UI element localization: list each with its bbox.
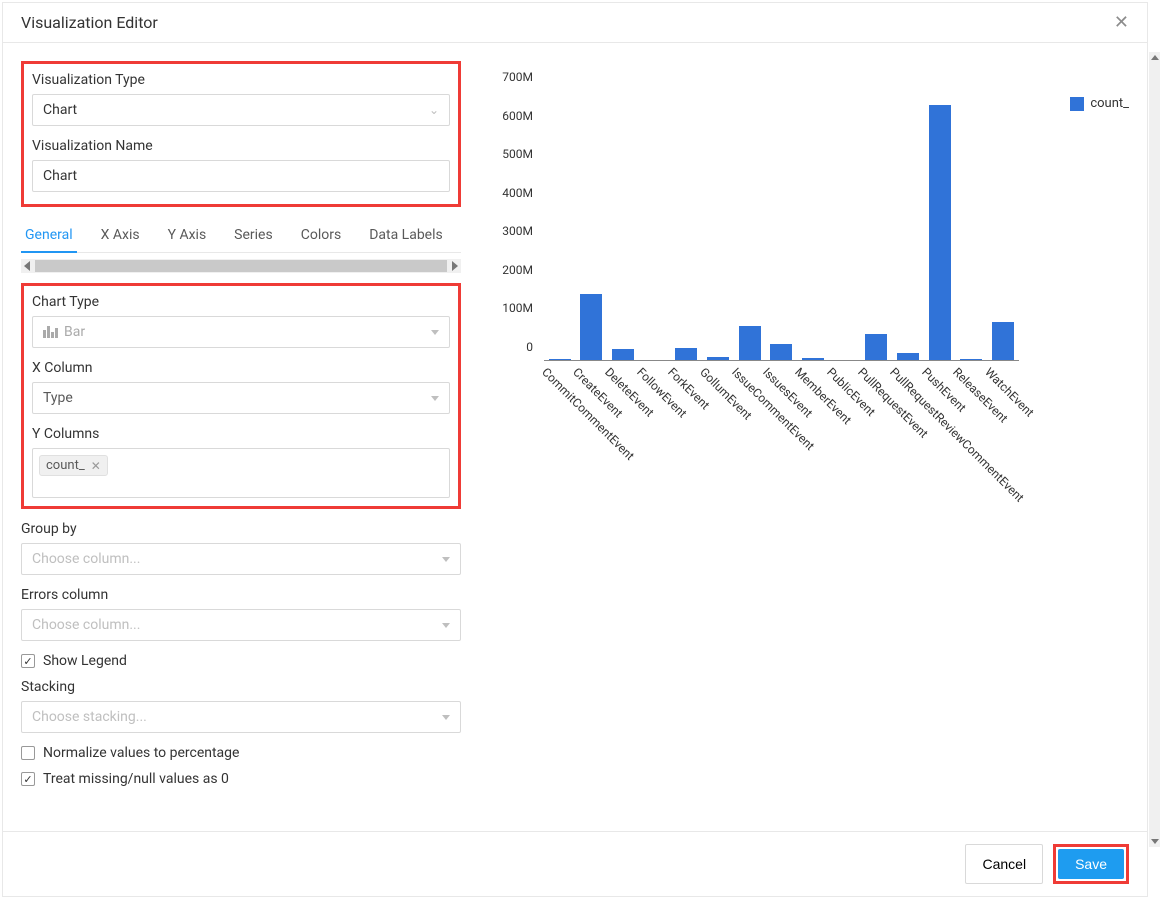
bar[interactable] xyxy=(580,294,602,362)
bar[interactable] xyxy=(929,105,951,362)
viz-type-label: Visualization Type xyxy=(32,72,450,88)
cancel-button[interactable]: Cancel xyxy=(965,844,1043,884)
caret-down-icon xyxy=(431,330,439,335)
y-tick-label: 200M xyxy=(502,263,533,277)
x-tick-label: IssueCommentEvent xyxy=(729,365,754,390)
stacking-label: Stacking xyxy=(21,679,461,695)
treat-null-label: Treat missing/null values as 0 xyxy=(43,771,229,787)
viz-name-input[interactable]: Chart xyxy=(32,160,450,192)
y-tick-label: 600M xyxy=(502,109,533,123)
modal-header: Visualization Editor ✕ xyxy=(3,3,1147,43)
errors-column-label: Errors column xyxy=(21,587,461,603)
x-tick-label: ForkEvent xyxy=(666,365,691,390)
y-tick-label: 700M xyxy=(502,70,533,84)
x-tick-label: PullRequestEvent xyxy=(855,365,880,390)
y-column-tag[interactable]: count_✕ xyxy=(39,455,108,476)
errors-column-select[interactable]: Choose column... xyxy=(21,609,461,641)
bar[interactable] xyxy=(992,322,1014,361)
tabs-horizontal-scrollbar[interactable] xyxy=(21,259,461,273)
tab-general[interactable]: General xyxy=(21,219,77,253)
chart-type-value: Bar xyxy=(64,324,85,340)
x-column-label: X Column xyxy=(32,360,450,376)
viz-type-select[interactable]: Chart ⌄ xyxy=(32,94,450,126)
y-tick-label: 300M xyxy=(502,224,533,238)
group-by-select[interactable]: Choose column... xyxy=(21,543,461,575)
tab-series[interactable]: Series xyxy=(230,219,277,252)
x-tick-label: CommitCommentEvent xyxy=(539,365,564,390)
y-columns-input[interactable]: count_✕ xyxy=(32,448,450,498)
bar[interactable] xyxy=(739,326,761,361)
save-button-highlight: Save xyxy=(1053,844,1129,884)
tab-y-axis[interactable]: Y Axis xyxy=(164,219,211,252)
x-column-value: Type xyxy=(43,390,73,406)
chart-area: 0100M200M300M400M500M600M700M xyxy=(491,91,1129,361)
x-tick-label: WatchEvent xyxy=(982,365,1007,390)
editor-tabs: General X Axis Y Axis Series Colors Data Labe… xyxy=(21,219,461,253)
stacking-select[interactable]: Choose stacking... xyxy=(21,701,461,733)
x-tick-label: CreateEvent xyxy=(571,365,596,390)
x-axis-labels: CommitCommentEventCreateEventDeleteEvent… xyxy=(544,365,1019,379)
group-by-label: Group by xyxy=(21,521,461,537)
x-tick-label: GollumEvent xyxy=(697,365,722,390)
chart-type-select[interactable]: Bar xyxy=(32,316,450,348)
tab-x-axis[interactable]: X Axis xyxy=(97,219,144,252)
close-icon[interactable]: ✕ xyxy=(1114,14,1129,32)
y-tick-label: 0 xyxy=(526,340,533,354)
show-legend-label: Show Legend xyxy=(43,653,127,669)
x-tick-label: MemberEvent xyxy=(792,365,817,390)
x-tick-label: FollowEvent xyxy=(634,365,659,390)
x-column-select[interactable]: Type xyxy=(32,382,450,414)
y-axis: 0100M200M300M400M500M600M700M xyxy=(491,91,541,361)
x-tick-label: PublicEvent xyxy=(824,365,849,390)
caret-down-icon xyxy=(442,557,450,562)
bar[interactable] xyxy=(865,334,887,361)
visualization-editor-modal: Visualization Editor ✕ Visualization Typ… xyxy=(2,2,1148,897)
bar[interactable] xyxy=(675,348,697,362)
bars-container xyxy=(544,91,1019,361)
x-tick-label: IssuesEvent xyxy=(761,365,786,390)
viz-type-value: Chart xyxy=(43,102,77,118)
viz-type-name-highlight: Visualization Type Chart ⌄ Visualization… xyxy=(21,61,461,207)
treat-null-checkbox[interactable] xyxy=(21,772,35,786)
x-tick-label: DeleteEvent xyxy=(602,365,627,390)
normalize-checkbox[interactable] xyxy=(21,746,35,760)
caret-down-icon xyxy=(431,396,439,401)
editor-left-column: Visualization Type Chart ⌄ Visualization… xyxy=(21,61,461,813)
caret-down-icon xyxy=(442,715,450,720)
y-tick-label: 400M xyxy=(502,186,533,200)
y-columns-label: Y Columns xyxy=(32,426,450,442)
caret-down-icon xyxy=(442,623,450,628)
chart-type-label: Chart Type xyxy=(32,294,450,310)
errors-column-placeholder: Choose column... xyxy=(32,617,140,633)
save-button[interactable]: Save xyxy=(1058,849,1124,879)
general-settings-highlight: Chart Type Bar X Column Type Y Columns xyxy=(21,283,461,509)
remove-tag-icon[interactable]: ✕ xyxy=(91,459,101,473)
body-vertical-scrollbar[interactable] xyxy=(1149,52,1160,847)
normalize-label: Normalize values to percentage xyxy=(43,745,239,761)
plot-area xyxy=(544,91,1019,361)
y-tick-label: 100M xyxy=(502,301,533,315)
chevron-down-icon: ⌄ xyxy=(429,103,439,117)
x-tick-label: PullRequestReviewCommentEvent xyxy=(887,365,912,390)
viz-name-value: Chart xyxy=(43,168,77,184)
modal-title: Visualization Editor xyxy=(21,13,158,32)
x-tick-label: PushEvent xyxy=(919,365,944,390)
group-by-placeholder: Choose column... xyxy=(32,551,140,567)
stacking-placeholder: Choose stacking... xyxy=(32,709,147,725)
modal-footer: Cancel Save xyxy=(3,831,1147,896)
modal-body: Visualization Type Chart ⌄ Visualization… xyxy=(3,43,1147,831)
bar[interactable] xyxy=(770,344,792,361)
tab-colors[interactable]: Colors xyxy=(297,219,345,252)
x-tick-label: ReleaseEvent xyxy=(950,365,975,390)
x-axis-line xyxy=(544,360,1019,361)
viz-name-label: Visualization Name xyxy=(32,138,450,154)
bar-chart-icon xyxy=(43,326,58,338)
y-tick-label: 500M xyxy=(502,147,533,161)
chart-preview-column: count_ 0100M200M300M400M500M600M700M Com… xyxy=(481,61,1129,813)
show-legend-checkbox[interactable] xyxy=(21,654,35,668)
tab-data-labels[interactable]: Data Labels xyxy=(365,219,447,252)
